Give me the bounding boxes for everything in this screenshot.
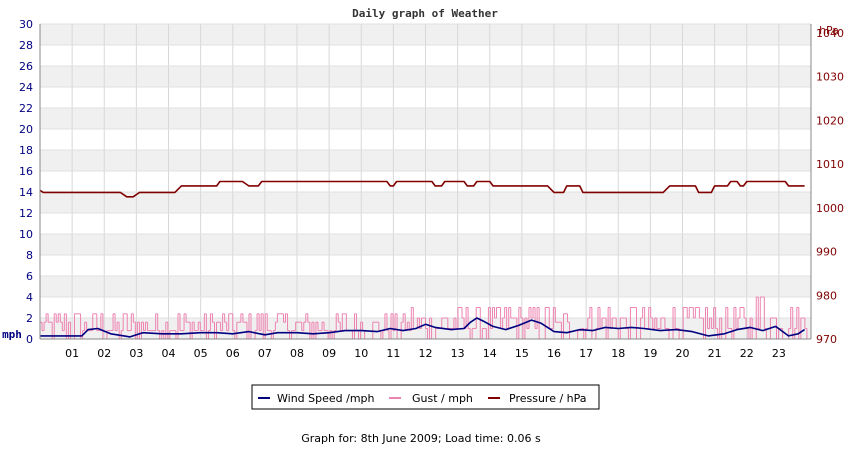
x-tick-label: 02 — [97, 347, 111, 360]
x-tick-label: 14 — [483, 347, 497, 360]
left-tick-label: 0 — [26, 333, 33, 346]
right-tick-label: 1000 — [816, 202, 844, 215]
right-tick-label: 1020 — [816, 114, 844, 127]
left-tick-label: 22 — [19, 102, 33, 115]
axes: 0246810121416182022242628309709809901000… — [19, 18, 844, 360]
left-tick-label: 12 — [19, 207, 33, 220]
left-tick-label: 20 — [19, 123, 33, 136]
legend-label-pressure: Pressure / hPa — [509, 392, 587, 405]
left-tick-label: 8 — [26, 249, 33, 262]
x-tick-label: 09 — [322, 347, 336, 360]
legend: Wind Speed /mph Gust / mph Pressure / hP… — [251, 384, 600, 410]
left-tick-label: 6 — [26, 270, 33, 283]
right-tick-label: 1040 — [816, 27, 844, 40]
legend-label-gust: Gust / mph — [412, 392, 473, 405]
right-tick-label: 990 — [816, 246, 837, 259]
x-tick-label: 23 — [772, 347, 786, 360]
right-tick-label: 1010 — [816, 158, 844, 171]
legend-label-wind: Wind Speed /mph — [277, 392, 375, 405]
wind-speed-line — [40, 317, 806, 338]
x-tick-label: 10 — [354, 347, 368, 360]
x-tick-label: 22 — [740, 347, 754, 360]
x-tick-label: 19 — [643, 347, 657, 360]
x-tick-label: 15 — [515, 347, 529, 360]
x-tick-label: 05 — [194, 347, 208, 360]
right-axis-unit: hPa — [819, 24, 839, 37]
left-tick-label: 16 — [19, 165, 33, 178]
x-tick-label: 07 — [258, 347, 272, 360]
x-tick-label: 16 — [547, 347, 561, 360]
left-tick-label: 24 — [19, 81, 33, 94]
x-tick-label: 12 — [419, 347, 433, 360]
footer-text: Graph for: 8th June 2009; Load time: 0.0… — [301, 432, 541, 445]
left-tick-label: 10 — [19, 228, 33, 241]
left-tick-label: 4 — [26, 291, 33, 304]
chart-title: Daily graph of Weather — [352, 7, 498, 20]
legend-box — [251, 384, 600, 410]
left-tick-label: 2 — [26, 312, 33, 325]
left-tick-label: 18 — [19, 144, 33, 157]
x-tick-label: 13 — [451, 347, 465, 360]
left-tick-label: 30 — [19, 18, 33, 31]
x-tick-label: 20 — [676, 347, 690, 360]
x-tick-label: 03 — [129, 347, 143, 360]
left-tick-label: 26 — [19, 60, 33, 73]
x-tick-label: 18 — [611, 347, 625, 360]
pressure-line — [39, 180, 805, 198]
right-tick-label: 980 — [816, 289, 837, 302]
right-tick-label: 970 — [816, 333, 837, 346]
x-tick-label: 06 — [226, 347, 240, 360]
x-tick-label: 08 — [290, 347, 304, 360]
left-tick-label: 14 — [19, 186, 33, 199]
x-tick-label: 17 — [579, 347, 593, 360]
right-tick-label: 1030 — [816, 71, 844, 84]
x-tick-label: 01 — [65, 347, 79, 360]
x-tick-label: 21 — [708, 347, 722, 360]
x-tick-label: 04 — [162, 347, 176, 360]
x-tick-label: 11 — [386, 347, 400, 360]
line-series — [39, 180, 806, 338]
left-axis-unit: mph — [2, 328, 22, 341]
left-tick-label: 28 — [19, 39, 33, 52]
